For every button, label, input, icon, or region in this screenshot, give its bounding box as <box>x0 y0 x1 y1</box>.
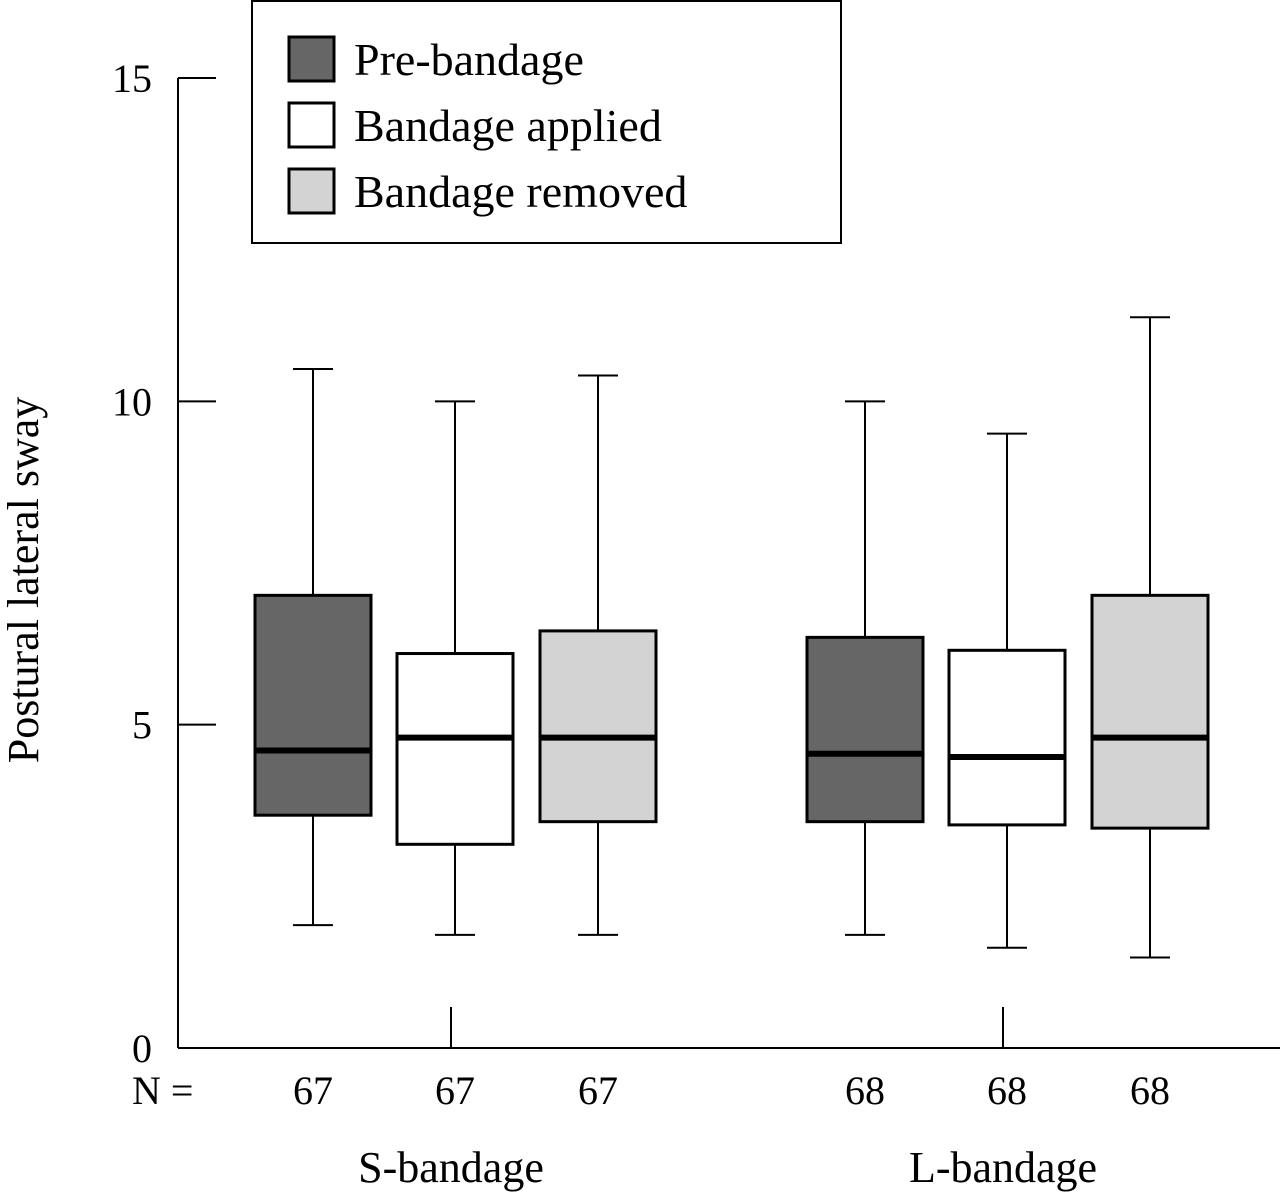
boxes <box>253 316 1210 959</box>
n-label-l-bandage-bandage-applied: 68 <box>987 1068 1027 1113</box>
legend-label-bandage-applied: Bandage applied <box>354 100 662 151</box>
n-label-s-bandage-pre-bandage: 67 <box>293 1068 333 1113</box>
group-label-s-bandage: S-bandage <box>358 1143 544 1192</box>
y-tick-label-5: 5 <box>132 703 152 748</box>
legend-label-bandage-removed: Bandage removed <box>354 166 687 217</box>
box-s-bandage-bandage-removed <box>538 629 658 824</box>
y-tick-label-15: 15 <box>112 56 152 101</box>
legend-swatch-pre-bandage <box>287 35 336 83</box>
y-ticks: 0 5 10 15 <box>112 56 216 1071</box>
y-axis-title: Postural lateral sway <box>0 397 48 764</box>
legend-label-pre-bandage: Pre-bandage <box>354 34 584 85</box>
group-label-l-bandage: L-bandage <box>909 1143 1097 1192</box>
box-s-bandage-pre-bandage <box>253 593 373 817</box>
n-label-s-bandage-bandage-removed: 67 <box>578 1068 618 1113</box>
y-tick-label-10: 10 <box>112 379 152 424</box>
y-tick-label-0: 0 <box>132 1026 152 1071</box>
n-label-s-bandage-bandage-applied: 67 <box>435 1068 475 1113</box>
box-l-bandage-bandage-removed <box>1090 593 1210 830</box>
legend-swatch-bandage-removed <box>287 167 336 215</box>
box-l-bandage-bandage-applied <box>947 648 1067 827</box>
n-labels: N = 67 67 67 68 68 68 <box>132 1068 1170 1113</box>
n-label-l-bandage-pre-bandage: 68 <box>845 1068 885 1113</box>
legend: Pre-bandage Bandage applied Bandage remove… <box>251 0 842 244</box>
box-l-bandage-pre-bandage <box>805 635 925 824</box>
group-labels: S-bandage L-bandage <box>358 1143 1097 1192</box>
n-label-l-bandage-bandage-removed: 68 <box>1130 1068 1170 1113</box>
legend-swatch-bandage-applied <box>287 101 336 149</box>
box-s-bandage-bandage-applied <box>395 652 515 846</box>
n-prefix-label: N = <box>132 1068 193 1113</box>
legend-frame <box>251 0 842 244</box>
